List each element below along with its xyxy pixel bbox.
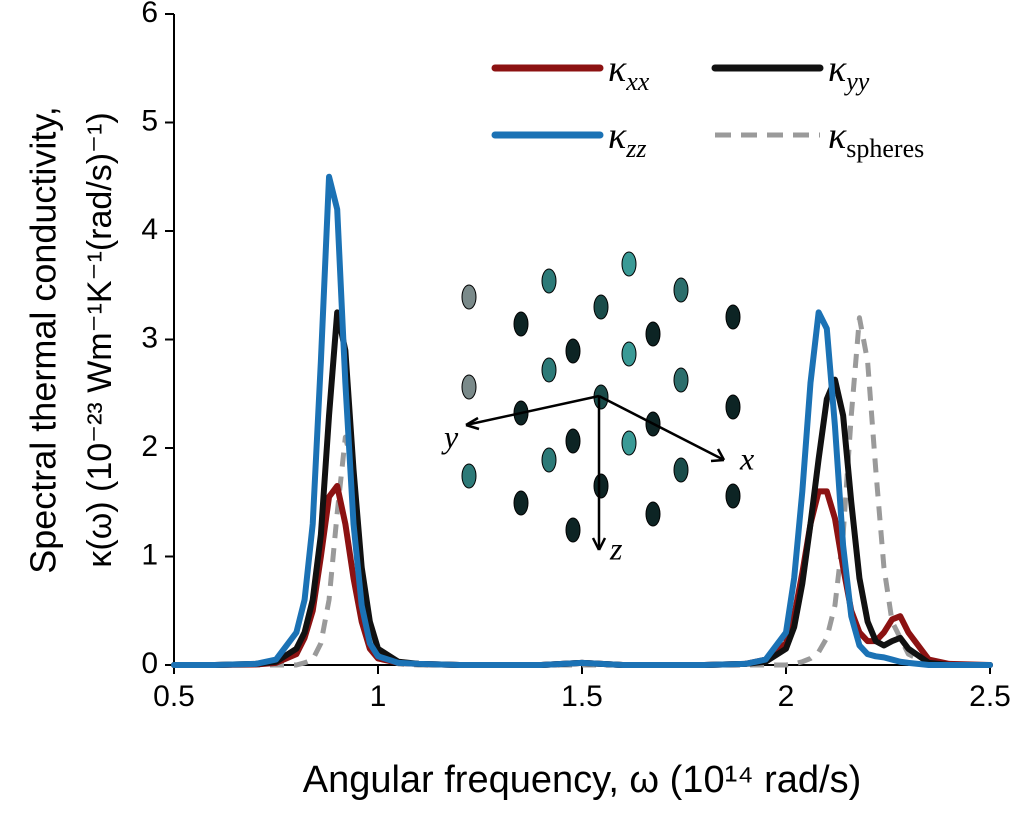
sphere (593, 294, 609, 320)
sphere (565, 517, 581, 543)
inset-lattice (461, 251, 741, 543)
sphere (513, 311, 529, 337)
legend-label: κspheres (828, 115, 924, 163)
axis-arrow (465, 394, 600, 427)
x-tick-label: 1.5 (561, 680, 603, 713)
sphere (725, 483, 741, 509)
sphere (541, 447, 557, 473)
y-tick-label: 3 (141, 321, 158, 354)
y-tick-label: 0 (141, 647, 158, 680)
sphere (621, 341, 637, 367)
inset-label: x (739, 440, 754, 476)
sphere (565, 338, 581, 364)
inset-label: y (441, 418, 459, 454)
sphere (725, 304, 741, 330)
sphere (673, 277, 689, 303)
sphere (673, 367, 689, 393)
y-axis-label: κ(ω) (10⁻²³ Wm⁻¹K⁻¹(rad/s)⁻¹) (81, 112, 119, 567)
inset-axes (465, 394, 726, 551)
sphere (593, 473, 609, 499)
sphere (621, 430, 637, 456)
sphere (621, 251, 637, 277)
y-tick-label: 6 (141, 0, 158, 29)
sphere (565, 428, 581, 454)
sphere (645, 501, 661, 527)
x-tick-label: 2 (778, 680, 795, 713)
x-tick-label: 1 (370, 680, 387, 713)
legend-label: κyy (828, 48, 870, 96)
series-line (171, 482, 993, 668)
sphere (461, 463, 477, 489)
sphere (725, 394, 741, 420)
sphere (541, 357, 557, 383)
arrow-heads (465, 416, 726, 551)
series-line (171, 173, 993, 668)
sphere (461, 374, 477, 400)
y-tick-label: 2 (141, 430, 158, 463)
y-tick-label: 1 (141, 538, 158, 571)
sphere (673, 457, 689, 483)
x-axis-label: Angular frequency, ω (10¹⁴ rad/s) (303, 759, 862, 801)
legend-label: κxx (608, 48, 650, 96)
sphere (645, 321, 661, 347)
axis-arrow (598, 394, 725, 462)
sphere (541, 268, 557, 294)
y-axis-label: Spectral thermal conductivity, (23, 106, 64, 574)
x-tick-label: 0.5 (153, 680, 195, 713)
legend-label: κzz (608, 115, 647, 163)
sphere (513, 490, 529, 516)
inset-label: z (609, 530, 623, 566)
y-tick-label: 4 (141, 213, 158, 246)
x-tick-label: 2.5 (969, 680, 1011, 713)
sphere (461, 284, 477, 310)
y-tick-label: 5 (141, 104, 158, 137)
